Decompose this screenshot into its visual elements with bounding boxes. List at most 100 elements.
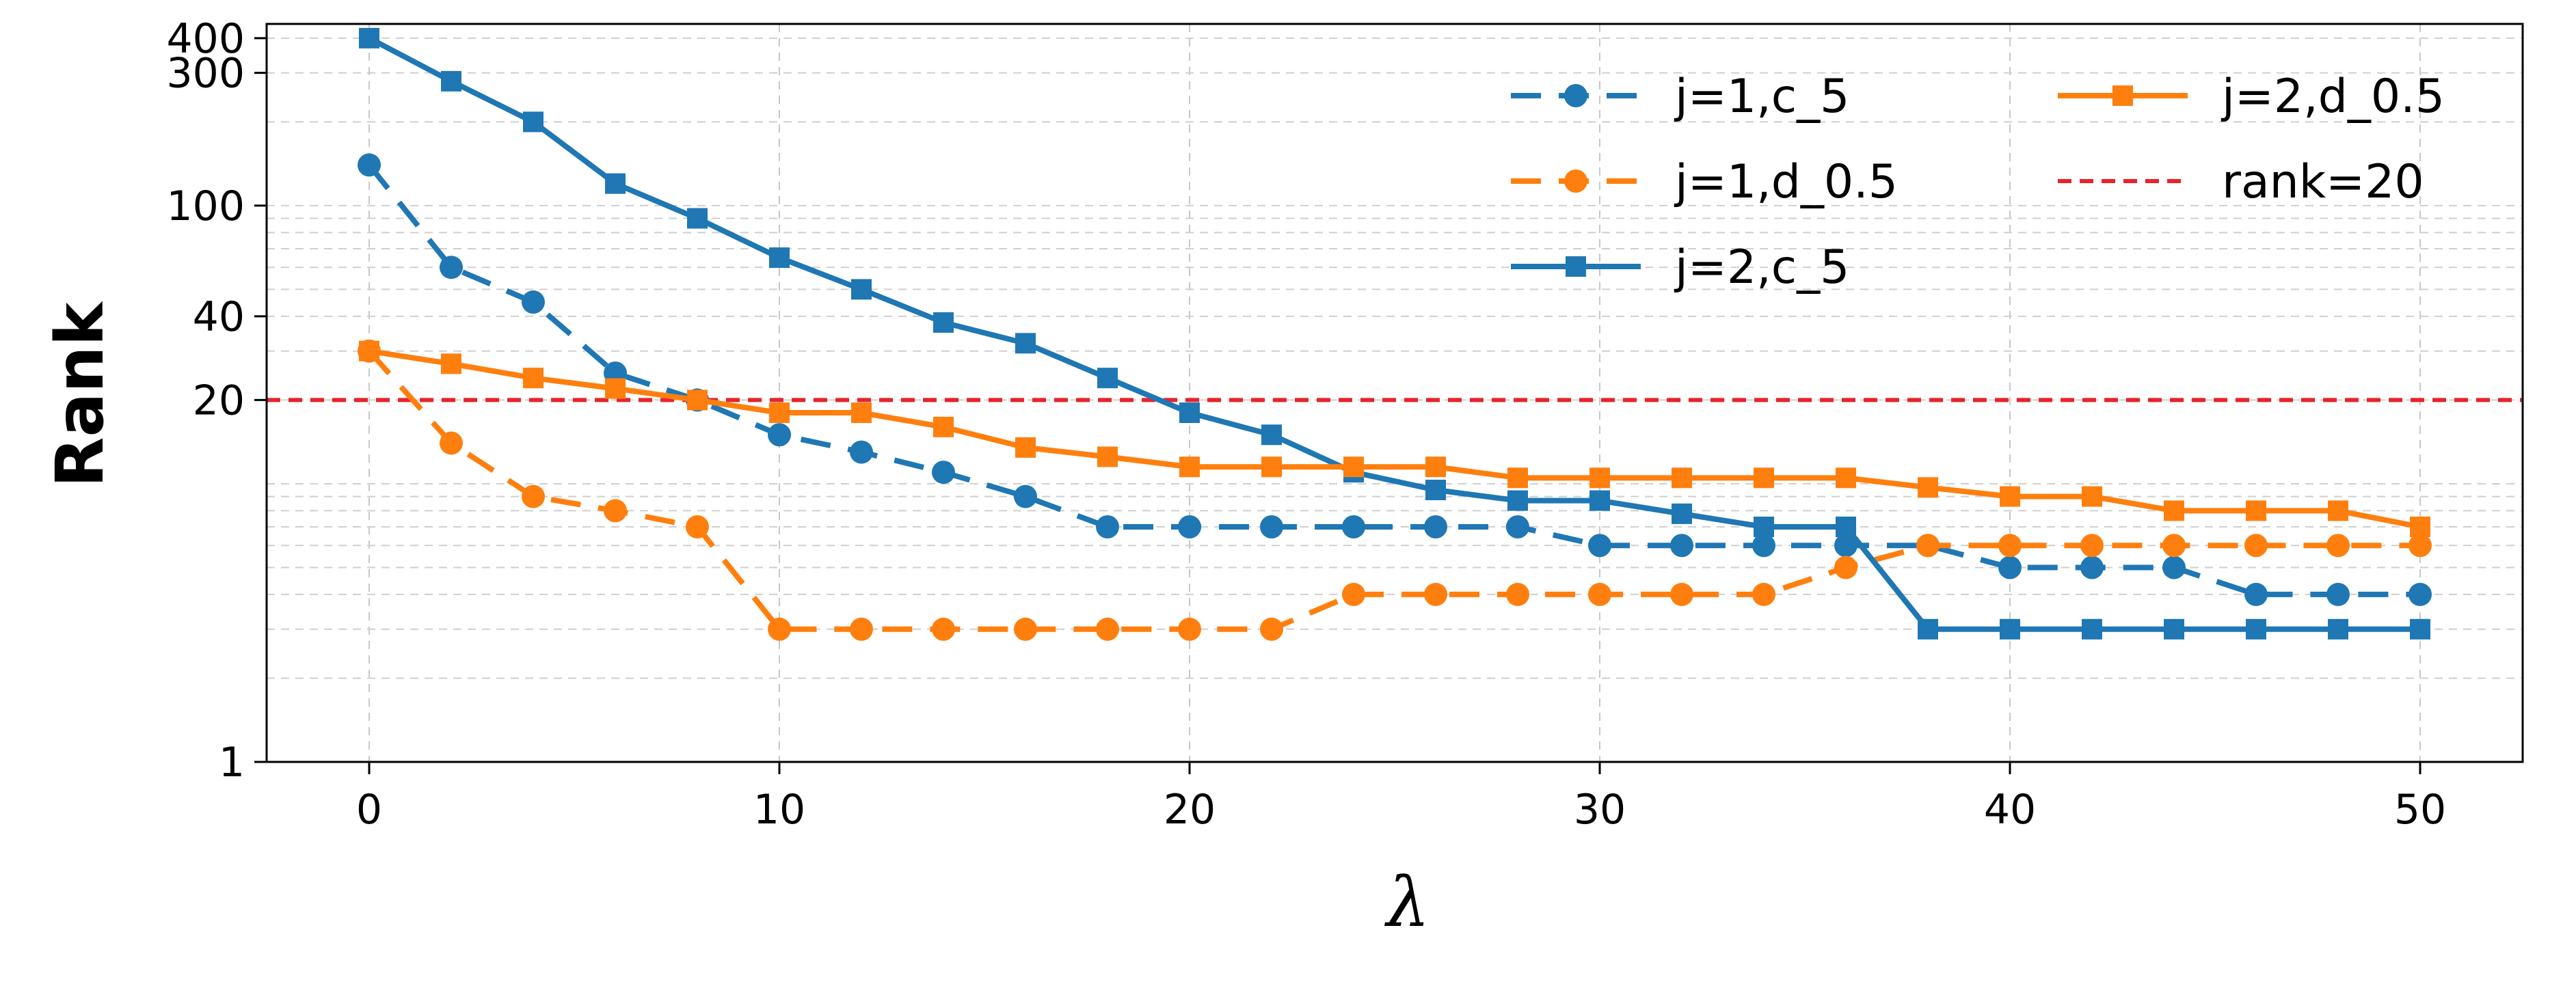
data-point: [1342, 582, 1365, 606]
y-tick-label: 100: [166, 182, 245, 230]
data-point: [2246, 618, 2266, 640]
data-point: [604, 499, 627, 523]
data-point: [1670, 582, 1693, 606]
data-point: [933, 416, 954, 437]
data-point: [769, 402, 790, 424]
plot-area-frame: [265, 23, 2524, 763]
data-point: [523, 111, 544, 133]
legend-entry: rank=20: [2058, 155, 2424, 209]
data-point: [1506, 515, 1529, 538]
data-point: [2326, 534, 2350, 558]
data-point: [1424, 515, 1447, 538]
grid-lines: [267, 24, 2523, 763]
series-1: [358, 153, 2432, 606]
y-tick-label: 1: [219, 739, 245, 787]
data-point: [1588, 582, 1611, 606]
data-point: [1178, 617, 1201, 641]
data-point: [1096, 515, 1119, 538]
data-point: [1918, 618, 1938, 640]
data-point: [2409, 582, 2432, 606]
data-point: [1670, 534, 1693, 558]
data-point: [850, 440, 873, 464]
data-point: [2082, 618, 2102, 640]
data-point: [932, 461, 955, 484]
data-point: [1754, 467, 1774, 489]
data-point: [851, 279, 872, 300]
data-point: [1014, 617, 1037, 641]
data-point: [1672, 467, 1692, 489]
data-point: [1014, 484, 1037, 508]
series-line: [368, 348, 2421, 530]
data-point: [523, 368, 544, 389]
data-point: [359, 27, 379, 49]
data-point: [2164, 500, 2184, 521]
data-point: [1836, 467, 1856, 489]
y-tick-label: 20: [193, 377, 245, 424]
data-point: [2246, 500, 2266, 521]
data-point: [1096, 617, 1119, 641]
x-tick-label: 0: [356, 786, 382, 834]
data-point: [1178, 515, 1201, 538]
y-tick-label: 40: [193, 293, 245, 341]
data-point: [2410, 516, 2430, 537]
data-point: [1261, 424, 1282, 446]
series-line: [366, 163, 2420, 597]
legend-label: j=1,c_5: [1674, 70, 1849, 124]
data-point: [441, 70, 461, 92]
series-line: [367, 349, 2420, 632]
data-point: [1834, 556, 1857, 579]
data-point: [1506, 582, 1529, 606]
data-point: [1097, 368, 1118, 389]
x-axis-ticks: 0 10 20 30 40 50: [356, 762, 2446, 834]
y-tick-label: 400: [166, 15, 245, 63]
legend-entry: j=1,c_5: [1511, 70, 1849, 124]
data-point: [1752, 534, 1775, 558]
data-point: [2082, 486, 2102, 507]
y-axis-label: Rank: [42, 301, 118, 487]
data-point: [2244, 582, 2268, 606]
data-point: [441, 353, 461, 374]
legend-entry: j=1,d_0.5: [1511, 155, 1898, 209]
x-tick-label: 50: [2394, 786, 2446, 834]
data-point: [1342, 515, 1365, 538]
data-point: [1343, 456, 1364, 478]
series-3: [359, 27, 2430, 640]
series-line: [368, 36, 2420, 632]
data-point: [1015, 333, 1036, 354]
data-point: [2326, 582, 2350, 606]
data-point: [850, 617, 873, 641]
data-point: [440, 431, 463, 455]
data-point: [1918, 477, 1938, 498]
data-point: [932, 617, 955, 641]
data-point: [768, 617, 791, 641]
data-point: [1998, 556, 2022, 579]
data-point: [2162, 534, 2186, 558]
legend-label: j=2,d_0.5: [2221, 70, 2445, 124]
data-point: [1589, 467, 1610, 489]
x-tick-label: 20: [1164, 786, 1216, 834]
data-point: [1507, 490, 1528, 511]
legend-entry: j=2,c_5: [1511, 241, 1849, 295]
data-point: [1261, 456, 1282, 478]
data-point: [851, 402, 872, 424]
data-point: [2244, 534, 2268, 558]
data-point: [1754, 516, 1774, 537]
data-point: [1672, 503, 1692, 524]
data-point: [2080, 534, 2104, 558]
data-point: [1097, 446, 1118, 467]
data-point: [2164, 618, 2184, 640]
legend-label: j=1,d_0.5: [1674, 155, 1898, 209]
x-tick-label: 10: [753, 786, 805, 834]
data-point: [687, 208, 708, 229]
data-point: [440, 256, 463, 279]
data-point: [1179, 402, 1200, 424]
x-tick-label: 40: [1984, 786, 2036, 834]
data-point: [2410, 618, 2430, 640]
data-point: [1260, 617, 1283, 641]
series-lines: [358, 27, 2432, 641]
legend: j=1,c_5 j=1,d_0.5 j=2,c_5 j=2,d_0.5 rank=20: [1511, 70, 2445, 295]
data-point: [933, 312, 954, 333]
data-point: [359, 340, 379, 361]
data-point: [2328, 500, 2348, 521]
data-point: [1752, 582, 1775, 606]
